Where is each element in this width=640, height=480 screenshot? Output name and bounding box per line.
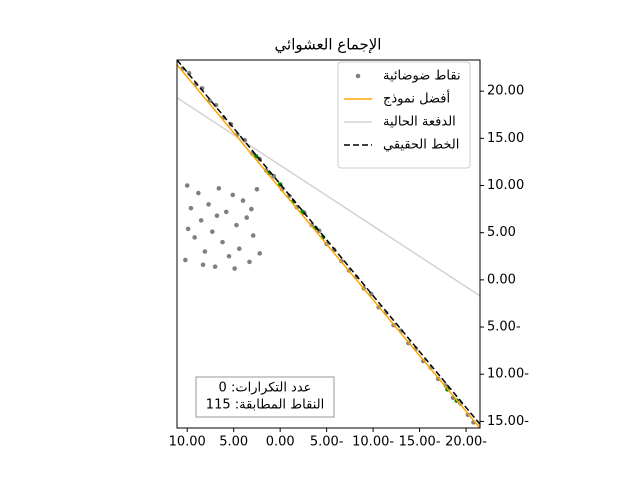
line [177,60,480,425]
chart-title: الإجماع العشوائي [275,36,382,55]
y-tick-label: 5.00- [487,320,521,335]
x-tick-label: 0.00 [266,435,295,450]
data-point [244,215,250,220]
data-point [257,251,263,256]
data-point [240,198,246,203]
data-point [236,246,242,252]
legend-label: أفضل نموذج [383,90,450,107]
x-tick-label: 5.00- [310,435,344,450]
data-point [220,239,225,245]
data-point [230,192,236,198]
data-point [226,253,232,259]
data-point [192,235,197,240]
data-point [212,264,218,269]
y-tick-label: 10.00 [487,178,524,193]
y-tick-label: 5.00 [487,225,516,240]
annotation: عدد التكرارات: 0 [219,381,312,396]
data-point [184,183,190,188]
data-point [206,202,211,207]
legend-label: الخط الحقيقي [383,138,459,153]
annotation-box [195,376,335,418]
y-tick-label: 20.00 [487,84,524,99]
x-tick-label: 20.00- [445,435,487,450]
data-point [234,222,239,228]
data-point [254,186,260,192]
x-tick-label: 10.00- [352,435,394,450]
data-point [183,257,188,263]
data-point [216,186,222,191]
data-point [250,233,256,238]
y-tick-label: 10.00- [487,367,529,382]
data-point [247,259,252,265]
data-point [223,209,229,215]
data-point [249,206,254,212]
annotation: النقاط المطابقة: 115 [206,398,324,413]
legend-label: نقاط ضوضائية [383,69,461,84]
plot-frame [176,59,481,429]
legend-label: الدفعة الحالية [383,115,456,130]
line [177,64,480,428]
data-point [185,226,191,232]
data-point [202,249,208,254]
data-point [198,218,204,223]
y-tick-label: 15.00 [487,131,524,146]
data-point [214,213,220,218]
y-tick-label: 0.00 [487,272,516,287]
y-tick-label: 15.00- [487,414,529,429]
x-tick-label: 5.00 [219,435,248,450]
legend-box [337,61,471,169]
data-point [186,70,192,76]
data-point [200,262,206,268]
data-point [196,190,201,196]
x-tick-label: 15.00- [399,435,441,450]
data-point [210,229,215,235]
line [177,97,480,297]
x-tick-label: 10.00 [169,435,206,450]
data-point [188,205,194,211]
legend-marker [355,73,361,79]
data-point [232,266,237,271]
